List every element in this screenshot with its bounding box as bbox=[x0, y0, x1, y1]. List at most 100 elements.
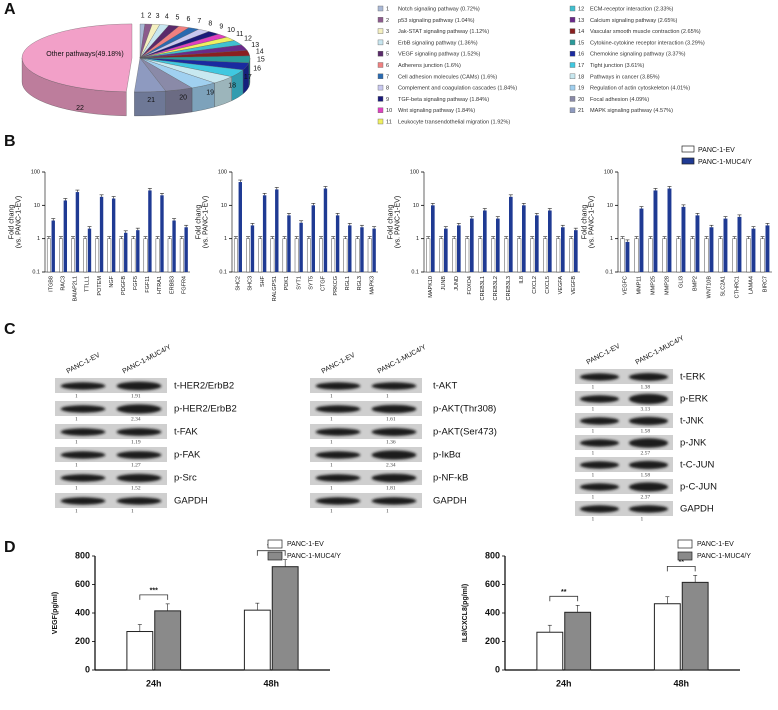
y-axis-label: Fold chang bbox=[581, 205, 588, 240]
pie-slice-number: 16 bbox=[253, 65, 261, 72]
bar bbox=[431, 205, 435, 272]
legend-label: PANC-1-EV bbox=[698, 147, 735, 154]
legend-label: PANC-1-MUC4/Y bbox=[697, 553, 751, 560]
y-tick-label: 10 bbox=[221, 203, 227, 209]
bar bbox=[154, 610, 182, 671]
legend-swatch bbox=[569, 107, 576, 113]
x-tick-label: VEGFB bbox=[571, 276, 577, 295]
blot-band bbox=[628, 416, 669, 426]
band-quantification: 1 bbox=[641, 516, 644, 522]
x-tick-label: BAIAP2L1 bbox=[73, 276, 79, 301]
pie-slice-number: 20 bbox=[179, 95, 187, 102]
blot-band bbox=[116, 497, 162, 505]
band-quantification: 1 bbox=[75, 485, 78, 491]
bar bbox=[690, 238, 695, 273]
bar bbox=[709, 227, 714, 272]
bar bbox=[676, 238, 681, 273]
bar bbox=[504, 238, 509, 273]
pie-side-shade bbox=[243, 62, 249, 94]
band-quantification: 1.91 bbox=[131, 393, 141, 399]
band-quantification: 1 bbox=[330, 439, 333, 445]
pie-other-label: Other pathways(49.18%) bbox=[46, 51, 123, 58]
blot-label: p-FAK bbox=[174, 450, 201, 461]
bar bbox=[63, 200, 68, 272]
bar bbox=[530, 238, 535, 273]
y-tick-label: 100 bbox=[218, 169, 227, 175]
bar bbox=[107, 238, 112, 273]
bar bbox=[311, 205, 315, 272]
bar bbox=[319, 238, 323, 273]
bar bbox=[258, 238, 263, 273]
legend-swatch bbox=[569, 73, 576, 80]
bar bbox=[323, 188, 328, 272]
band-quantification: 1 bbox=[592, 494, 595, 500]
pie-side-shade bbox=[192, 83, 215, 112]
bar bbox=[119, 238, 124, 273]
legend-swatch bbox=[569, 96, 576, 102]
blot-band bbox=[315, 474, 361, 482]
bar bbox=[299, 222, 303, 272]
band-quantification: 1.38 bbox=[641, 384, 651, 390]
bar bbox=[718, 238, 723, 273]
blot-band bbox=[116, 428, 162, 436]
bar bbox=[625, 241, 630, 272]
band-quantification: 1 bbox=[330, 485, 333, 491]
legend-number: 6 bbox=[386, 63, 389, 69]
blot-band bbox=[579, 373, 620, 381]
y-axis-label: (vs. PANC-1-EV) bbox=[588, 196, 595, 248]
bar bbox=[620, 238, 625, 273]
blot-band bbox=[371, 382, 417, 390]
y-tick-label: 0.1 bbox=[411, 269, 419, 275]
band-quantification: 1.52 bbox=[131, 485, 141, 491]
bar bbox=[95, 238, 100, 273]
x-tick-label: PDGFB bbox=[121, 276, 127, 295]
blot-band bbox=[116, 404, 162, 414]
legend-swatch bbox=[377, 84, 384, 91]
legend-label: PANC-1-EV bbox=[697, 541, 734, 548]
legend-label: PANC-1-EV bbox=[287, 541, 324, 548]
x-tick-label: CREB3L1 bbox=[480, 276, 486, 300]
legend-label: ECM-receptor interaction (2.33%) bbox=[590, 6, 673, 12]
bar bbox=[509, 196, 513, 272]
pie-slice bbox=[21, 23, 133, 93]
blot-band bbox=[60, 474, 106, 482]
pie-slice-number: 9 bbox=[219, 23, 223, 30]
legend-swatch bbox=[377, 73, 384, 80]
y-tick-label: 800 bbox=[75, 550, 90, 560]
x-tick-label: ERBB3 bbox=[169, 276, 175, 294]
bar bbox=[491, 238, 496, 273]
legend-number: 19 bbox=[578, 86, 584, 92]
pie-slice-number: 21 bbox=[147, 97, 155, 104]
significance-bracket bbox=[549, 595, 579, 602]
bar bbox=[99, 196, 104, 272]
bar bbox=[131, 238, 136, 273]
pie-slice-number: 7 bbox=[197, 18, 201, 25]
y-tick-label: 100 bbox=[410, 169, 419, 175]
pie-slice-number: 15 bbox=[257, 57, 265, 64]
x-tick-label: SHC3 bbox=[248, 276, 254, 291]
legend-label: Notch signaling pathway (0.72%) bbox=[398, 6, 480, 12]
legend-number: 11 bbox=[386, 119, 392, 125]
blot-band bbox=[315, 405, 361, 413]
legend-label: Cell adhesion molecules (CAMs) (1.6%) bbox=[398, 74, 497, 80]
band-quantification: 1 bbox=[592, 516, 595, 522]
legend-swatch bbox=[377, 28, 384, 34]
legend-swatch bbox=[569, 28, 576, 34]
bar bbox=[653, 603, 681, 671]
bar bbox=[71, 238, 75, 273]
legend-number: 17 bbox=[578, 63, 584, 69]
blot-band bbox=[628, 373, 669, 381]
legend-number: 20 bbox=[578, 97, 584, 103]
bar bbox=[83, 238, 87, 273]
legend-number: 9 bbox=[386, 97, 389, 103]
x-tick-label: MMP28 bbox=[664, 276, 670, 295]
y-axis-label: Fold chang bbox=[195, 205, 202, 240]
x-tick-label: LAMA4 bbox=[748, 276, 754, 294]
bar bbox=[143, 238, 148, 273]
y-axis-label: Fold chang bbox=[387, 205, 394, 240]
blot-band bbox=[60, 428, 106, 436]
bar bbox=[372, 228, 376, 272]
y-tick-label: 10 bbox=[413, 203, 419, 209]
x-tick-label: IL8 bbox=[519, 276, 525, 284]
legend-swatch bbox=[681, 157, 695, 165]
